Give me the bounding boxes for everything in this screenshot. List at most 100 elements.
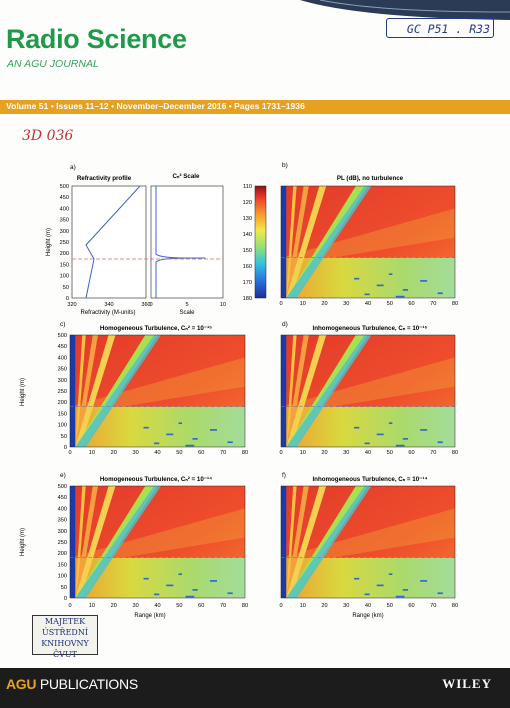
x-tick-label: 30 [133,603,139,609]
cover-corner-art [300,0,510,20]
x-tick-label: 50 [387,301,393,307]
y-tick-label: 500 [58,333,67,339]
colorbar-ticks: 110 120 130 140 150 160 170 180 [243,184,252,302]
y-tick-label: 50 [63,285,69,291]
colorbar-tick-label: 180 [243,296,252,302]
colorbar-tick-label: 140 [243,232,252,238]
y-tick-label: 250 [58,540,67,546]
colorbar-tick-label: 130 [243,216,252,222]
x-tick-label: 60 [198,450,204,456]
panel-a-right-xticks: 0 5 10 [149,302,226,308]
panel-b-xticks: 0 10 20 30 40 50 60 70 80 [279,301,458,307]
y-tick-label: 300 [58,378,67,384]
stamp-line-3: ČVUT [53,650,77,659]
panel-e-letter: e) [60,472,66,479]
x-tick-label: 50 [176,603,182,609]
y-tick-label: 300 [60,229,69,235]
panel-d-title: Inhomogeneous Turbulence, Cₙ = 10⁻¹⁵ [313,325,428,332]
x-tick-label: 20 [111,450,117,456]
x-tick-label: 0 [279,450,282,456]
x-tick-label: 0 [68,603,71,609]
y-tick-label: 0 [64,445,67,451]
x-tick-label: 10 [89,603,95,609]
panel-b-title: PL (dB), no turbulence [337,175,404,182]
handwritten-shelf-mark: 3D 036 [22,128,74,144]
x-tick-label: 80 [242,603,248,609]
panel-e-xticks: 0 10 20 30 40 50 60 70 80 [68,603,248,609]
panel-f-title: Inhomogeneous Turbulence, Cₙ = 10⁻¹⁴ [312,476,427,483]
colorbar-tick-label: 170 [243,280,252,286]
panel-a-left-title: Refractivity profile [77,175,132,182]
x-tick-label: 80 [452,450,458,456]
y-tick-label: 400 [58,355,67,361]
x-tick-label: 60 [408,603,414,609]
x-tick-label: 20 [321,450,327,456]
journal-title: Radio Science [6,24,187,54]
y-tick-label: 200 [60,251,69,257]
panel-a-left-xlabel: Refractivity (M-units) [80,310,135,316]
y-tick-label: 100 [58,574,67,580]
refractivity-curve [85,185,141,299]
handwritten-call-number: GC P51 . R33 [406,22,490,36]
x-tick-label: 5 [185,302,188,308]
x-tick-label: 40 [154,450,160,456]
stamp-line-1: MAJETEK [44,617,86,626]
y-tick-label: 200 [58,400,67,406]
x-tick-label: 30 [343,301,349,307]
x-tick-label: 30 [343,603,349,609]
issue-info: Volume 51 • Issues 11–12 • November–Dece… [6,101,305,111]
figure-area: a) Refractivity profile Cₙ² Scale Height… [20,162,458,619]
x-tick-label: 340 [104,302,113,308]
y-tick-label: 450 [58,495,67,501]
refractivity-plot [71,185,147,299]
y-tick-label: 500 [60,184,69,190]
stamp-line-2: ÚSTŘEDNÍ KNIHOVNY [41,628,89,648]
x-tick-label: 20 [321,301,327,307]
x-tick-label: 320 [67,302,76,308]
y-tick-label: 100 [60,274,69,280]
y-tick-label: 250 [60,240,69,246]
panel-f-letter: f) [282,472,286,479]
panel-b-heatmap [281,186,455,298]
y-tick-label: 250 [58,389,67,395]
panel-e-ylabel: Height (m) [20,528,26,556]
journal-subtitle: AN AGU JOURNAL [7,58,99,70]
panel-e-heatmap [70,486,245,598]
panel-a-right-xlabel: Scale [179,310,195,316]
y-tick-label: 0 [64,596,67,602]
panel-f-heatmap [281,486,455,598]
panel-c-heatmap [70,335,245,447]
colorbar-tick-label: 160 [243,264,252,270]
handwritten-note-box [386,18,494,38]
cover-footer [0,668,510,708]
panel-f-xlabel: Range (km) [352,613,383,619]
agu-brand: AGU [6,676,37,692]
x-tick-label: 10 [300,450,306,456]
x-tick-label: 40 [154,603,160,609]
wiley-logo: WILEY [442,676,492,691]
x-tick-label: 80 [242,450,248,456]
x-tick-label: 80 [452,301,458,307]
x-tick-label: 80 [452,603,458,609]
x-tick-label: 70 [430,301,436,307]
x-tick-label: 10 [220,302,226,308]
y-tick-label: 350 [60,218,69,224]
x-tick-label: 0 [279,603,282,609]
colorbar-tick-label: 110 [243,184,252,190]
library-stamp: MAJETEK ÚSTŘEDNÍ KNIHOVNY ČVUT [32,615,98,659]
agu-publications-logo: AGU PUBLICATIONS [6,676,138,692]
x-tick-label: 70 [220,603,226,609]
x-tick-label: 0 [68,450,71,456]
y-tick-label: 150 [58,411,67,417]
x-tick-label: 50 [176,450,182,456]
panel-e-title: Homogeneous Turbulence, Cₙ² = 10⁻¹⁴ [100,476,212,483]
panel-e-xlabel: Range (km) [134,613,165,619]
panel-f-xticks: 0 10 20 30 40 50 60 70 80 [279,603,458,609]
y-tick-label: 100 [58,423,67,429]
panel-c-ylabel: Height (m) [20,378,26,406]
x-tick-label: 20 [321,603,327,609]
y-tick-label: 350 [58,367,67,373]
y-tick-label: 50 [61,434,67,440]
